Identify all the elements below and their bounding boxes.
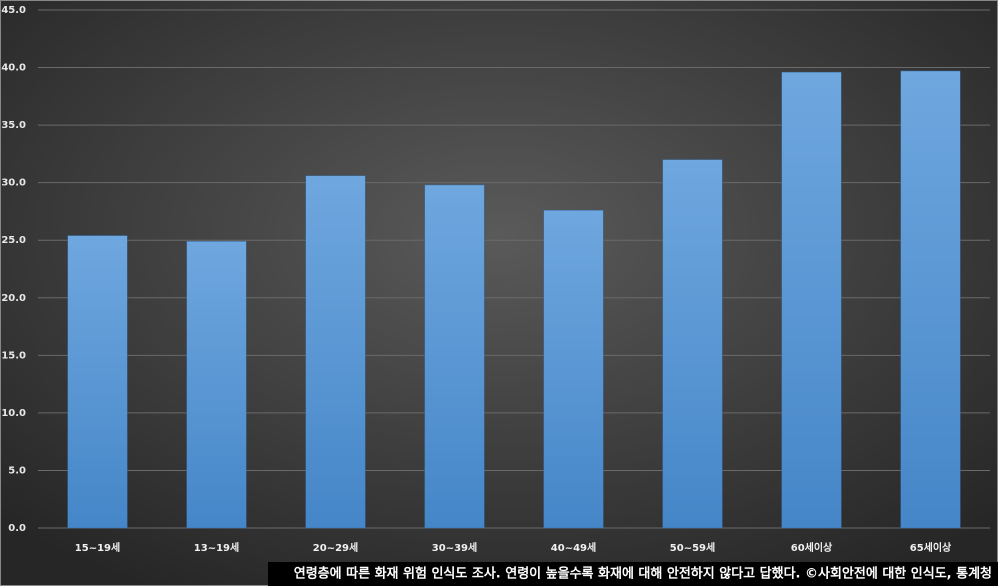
bar [900, 70, 961, 529]
x-tick-label: 20~29세 [313, 541, 358, 554]
y-tick-label: 20.0 [1, 293, 26, 304]
y-tick-label: 30.0 [1, 178, 26, 189]
bar [424, 184, 485, 529]
x-tick-label: 15~19세 [75, 541, 120, 554]
y-tick-label: 10.0 [1, 408, 26, 419]
bar [781, 71, 842, 529]
y-tick-label: 35.0 [1, 120, 26, 131]
bar [543, 210, 604, 529]
caption-box [268, 562, 998, 586]
y-tick-label: 15.0 [1, 350, 26, 361]
x-tick-label: 60세이상 [791, 541, 833, 554]
caption: 연령층에 따른 화재 위험 인식도 조사. 연령이 높을수록 화재에 대해 안전… [294, 566, 992, 582]
y-tick-label: 25.0 [1, 235, 26, 246]
x-tick-label: 30~39세 [432, 541, 477, 554]
y-tick-label: 5.0 [8, 465, 26, 476]
bar [662, 159, 723, 529]
x-tick-label: 65세이상 [910, 541, 952, 554]
bar [305, 175, 366, 529]
x-tick-label: 40~49세 [551, 541, 596, 554]
bar [186, 241, 247, 529]
x-tick-label: 13~19세 [194, 541, 239, 554]
y-tick-label: 0.0 [8, 523, 26, 534]
bar [67, 235, 128, 529]
x-tick-label: 50~59세 [670, 541, 715, 554]
y-tick-label: 45.0 [1, 5, 26, 16]
y-tick-label: 40.0 [1, 63, 26, 74]
